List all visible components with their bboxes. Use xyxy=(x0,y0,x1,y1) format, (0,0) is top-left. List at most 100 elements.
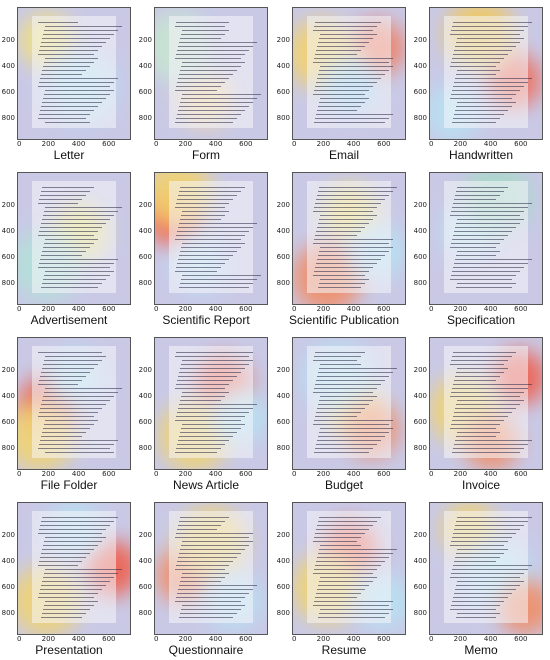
y-tick-label: 600 xyxy=(413,418,427,427)
text-line xyxy=(180,102,253,103)
document-page xyxy=(444,346,532,458)
text-line xyxy=(42,517,118,518)
text-line xyxy=(317,110,357,111)
text-line xyxy=(452,420,504,421)
x-tick-label: 600 xyxy=(514,470,528,478)
text-line xyxy=(313,243,389,244)
text-line xyxy=(453,448,524,449)
text-line xyxy=(45,601,98,602)
text-line xyxy=(316,82,377,83)
x-tick-label: 0 xyxy=(154,635,159,643)
x-tick-label: 200 xyxy=(178,140,193,148)
text-line xyxy=(454,444,528,445)
text-line xyxy=(178,589,253,590)
text-line xyxy=(313,211,373,212)
x-tick-label: 0 xyxy=(292,305,297,313)
text-line xyxy=(320,247,393,248)
text-line xyxy=(39,529,106,530)
text-line xyxy=(177,82,225,83)
text-line xyxy=(180,581,221,582)
text-line xyxy=(315,384,381,385)
text-line xyxy=(177,199,233,200)
text-line xyxy=(182,30,229,31)
text-line xyxy=(456,585,520,586)
text-line xyxy=(320,396,377,397)
text-line xyxy=(176,448,221,449)
text-line xyxy=(317,195,389,196)
heatmap-plot xyxy=(154,172,268,305)
text-line xyxy=(179,223,257,224)
text-line xyxy=(314,420,393,421)
heatmap-plot xyxy=(154,337,268,470)
text-line xyxy=(453,118,500,119)
text-line xyxy=(175,207,225,208)
heatmap-plot xyxy=(154,7,268,140)
x-tick-label: 0 xyxy=(17,305,22,313)
text-line xyxy=(315,86,373,87)
text-line xyxy=(175,569,225,570)
x-tick-label: 400 xyxy=(346,305,361,313)
text-line xyxy=(44,30,118,31)
text-line xyxy=(38,448,110,449)
text-line xyxy=(181,396,225,397)
text-line xyxy=(43,577,114,578)
y-tick-label: 200 xyxy=(276,365,290,374)
text-line xyxy=(317,78,381,79)
text-line xyxy=(181,215,225,216)
document-page xyxy=(32,181,122,293)
text-line xyxy=(175,601,241,602)
text-line xyxy=(38,235,94,236)
text-line xyxy=(457,283,516,284)
x-tick-label: 600 xyxy=(239,470,253,478)
text-line xyxy=(45,26,122,27)
y-tick-label: 200 xyxy=(1,530,15,539)
x-tick-label: 200 xyxy=(41,635,56,643)
x-tick-label: 600 xyxy=(514,140,528,148)
y-tick-label: 400 xyxy=(413,61,427,70)
text-line xyxy=(320,609,393,610)
text-line xyxy=(315,235,357,236)
text-line xyxy=(177,444,225,445)
text-line xyxy=(457,102,516,103)
text-line xyxy=(180,70,237,71)
text-line xyxy=(315,448,373,449)
text-line xyxy=(178,195,237,196)
heatmap-plot xyxy=(17,502,131,635)
text-line xyxy=(179,553,241,554)
text-line xyxy=(453,533,516,534)
panel-advertisement: 200 400 600 800 0 200 400 600 Advertisement xyxy=(0,165,137,330)
text-line xyxy=(182,211,229,212)
text-line xyxy=(320,98,369,99)
y-tick-label: 600 xyxy=(413,253,427,262)
x-tick-label: 600 xyxy=(377,470,391,478)
text-line xyxy=(320,364,361,365)
y-tick-label: 600 xyxy=(1,88,15,97)
text-line xyxy=(320,279,369,280)
x-tick-label: 200 xyxy=(41,305,56,313)
heatmap-plot xyxy=(292,7,406,140)
y-tick-label: 400 xyxy=(1,391,15,400)
text-line xyxy=(450,34,520,35)
text-line xyxy=(38,22,78,23)
x-tick-label: 400 xyxy=(346,470,361,478)
y-tick-label: 800 xyxy=(1,609,15,618)
text-line xyxy=(42,549,94,550)
text-line xyxy=(318,404,369,405)
x-tick-label: 200 xyxy=(178,635,193,643)
text-line xyxy=(40,589,102,590)
text-line xyxy=(315,416,357,417)
text-line xyxy=(178,525,221,526)
y-tick-label: 800 xyxy=(1,279,15,288)
text-line xyxy=(318,42,369,43)
text-line xyxy=(452,537,512,538)
y-tick-label: 600 xyxy=(276,253,290,262)
x-tick-label: 200 xyxy=(453,305,468,313)
text-line xyxy=(43,545,98,546)
text-line xyxy=(39,380,82,381)
text-line xyxy=(314,239,393,240)
text-line xyxy=(41,372,90,373)
text-line xyxy=(315,22,381,23)
text-line xyxy=(39,444,114,445)
text-line xyxy=(315,267,373,268)
text-line xyxy=(41,106,98,107)
